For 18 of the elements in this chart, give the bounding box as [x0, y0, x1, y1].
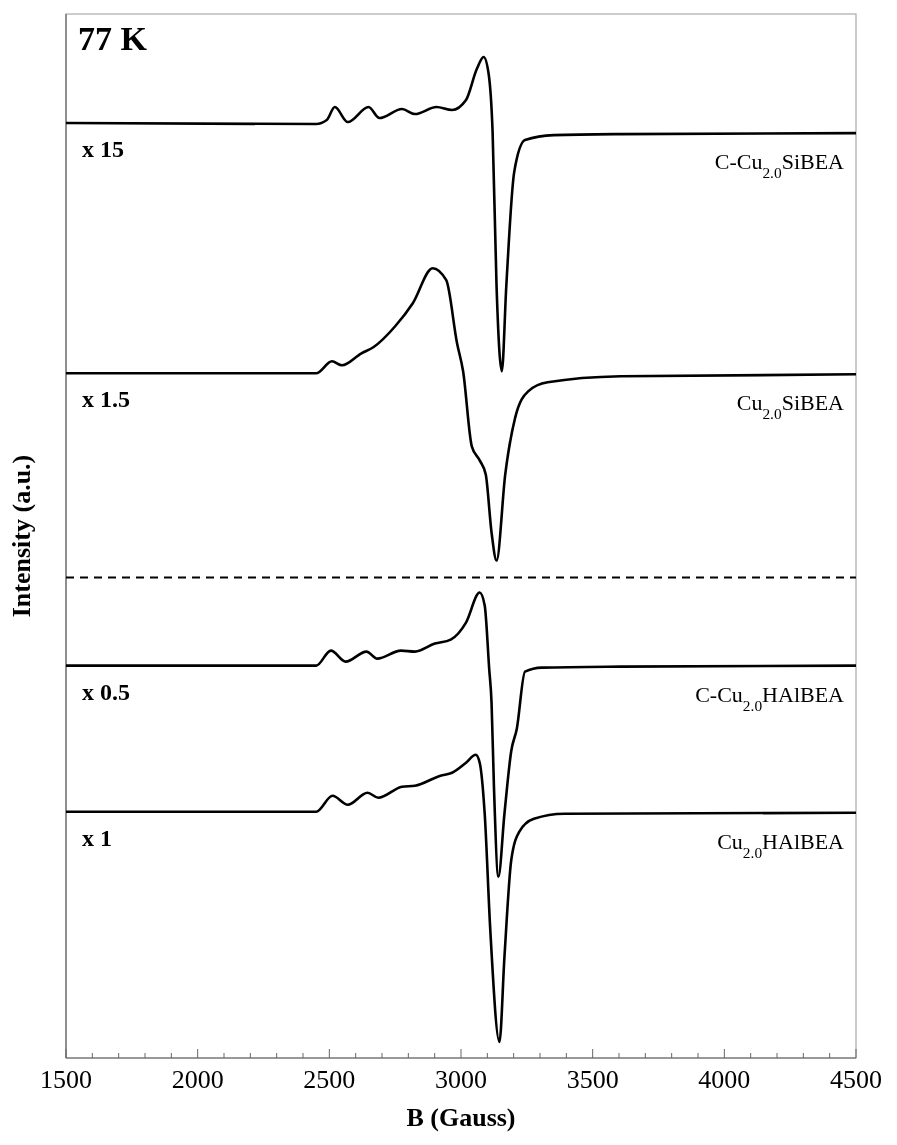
y-axis-title: Intensity (a.u.) [7, 454, 36, 618]
annotation: 77 K [78, 20, 148, 57]
annotation: x 15 [82, 136, 124, 163]
x-tick-label: 2500 [303, 1065, 356, 1094]
annotation: x 1.5 [82, 386, 130, 413]
series-label: C-Cu$_{2.0}$SiBEA [714, 149, 845, 181]
x-tick-label: 1500 [40, 1065, 92, 1094]
x-tick-label: 4000 [698, 1065, 751, 1094]
series-label: C-Cu$_{2.0}$HAlBEA [695, 681, 845, 714]
x-axis-title: B (Gauss) [406, 1103, 516, 1132]
x-tick-label: 2000 [171, 1065, 224, 1094]
series-label: Cu$_{2.0}$HAlBEA [717, 828, 845, 861]
x-tick-label: 4500 [830, 1065, 882, 1094]
annotation: x 1 [82, 824, 112, 851]
annotation: x 0.5 [82, 678, 130, 705]
series-label: Cu$_{2.0}$SiBEA [736, 390, 845, 422]
x-tick-label: 3000 [435, 1065, 487, 1094]
x-tick-label: 3500 [566, 1065, 619, 1094]
